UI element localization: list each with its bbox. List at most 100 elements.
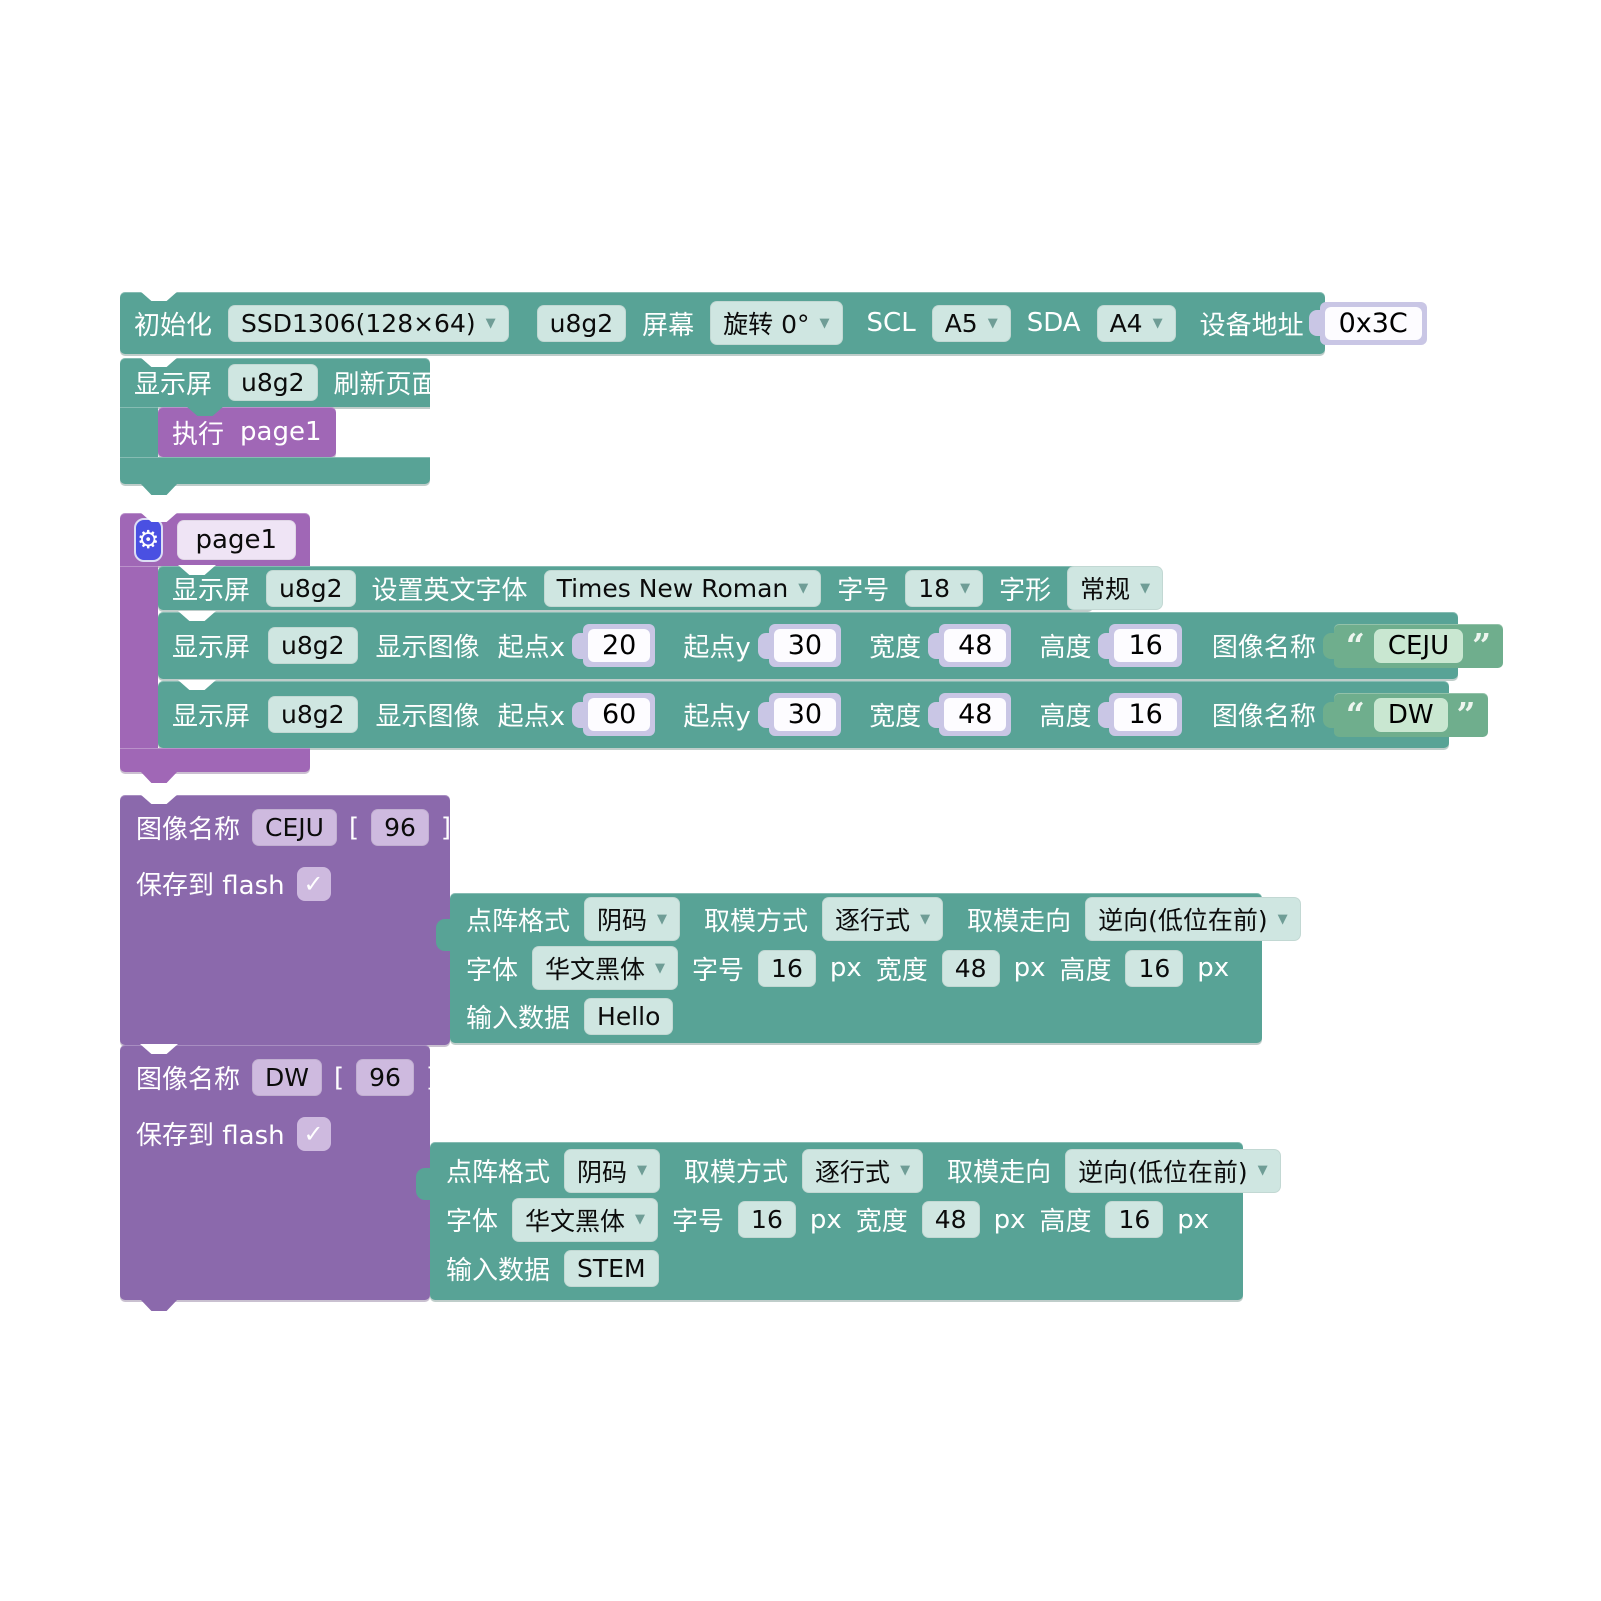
- width-field[interactable]: 48: [941, 949, 1000, 987]
- refresh-page-block-header[interactable]: 显示屏 u8g2 刷新页面: [120, 357, 438, 407]
- bracket-close: ]: [440, 812, 452, 843]
- height-value-block[interactable]: 16: [1109, 693, 1182, 736]
- image-name-field[interactable]: DW: [252, 1059, 322, 1096]
- width-label: 宽度: [869, 702, 922, 732]
- mod-settings-block-ceju[interactable]: 点阵格式 阴码 ▼ 取模方式 逐行式 ▼ 取模走向 逆向(低位在前) ▼ 字体 华文黑…: [436, 893, 1301, 1043]
- device-address-value-block[interactable]: 0x3C: [1319, 301, 1427, 345]
- rotate-dropdown[interactable]: 旋转 0° ▼: [710, 301, 843, 345]
- start-y-value-block[interactable]: 30: [768, 624, 842, 667]
- bracket-open: [: [348, 812, 360, 843]
- chevron-down-icon: ▼: [1277, 911, 1288, 927]
- display-label: 显示屏: [172, 633, 251, 663]
- sda-dropdown[interactable]: A4 ▼: [1096, 304, 1176, 342]
- height-label: 高度: [1039, 633, 1092, 663]
- top-notch: [178, 611, 216, 621]
- image-def-block-ceju[interactable]: 图像名称 CEJU [ 96 ] 保存到 flash ✓: [120, 794, 452, 1045]
- font-size-dropdown[interactable]: 18 ▼: [905, 569, 984, 607]
- init-display-block[interactable]: 初始化 SSD1306(128×64) ▼ u8g2 屏幕 旋转 0° ▼ SCL …: [120, 291, 1427, 354]
- device-address-field[interactable]: 0x3C: [1324, 306, 1422, 340]
- page1-function-left-spine: [120, 566, 158, 748]
- screen-label: 屏幕: [642, 310, 695, 341]
- page1-function-footer[interactable]: [120, 748, 310, 783]
- width-value-block[interactable]: 48: [939, 624, 1012, 667]
- image-name-label: 图像名称: [136, 1065, 241, 1095]
- refresh-page-block-foot[interactable]: [120, 457, 430, 495]
- width-value-block[interactable]: 48: [939, 693, 1012, 736]
- font-style-dropdown[interactable]: 常规 ▼: [1067, 566, 1164, 610]
- image-size-field[interactable]: 96: [356, 1059, 414, 1096]
- scan-direction-dropdown[interactable]: 逆向(低位在前) ▼: [1065, 1148, 1281, 1193]
- image-def-block-dw[interactable]: 图像名称 DW [ 96 ] 保存到 flash ✓: [120, 1044, 436, 1311]
- next-connector-tail: [140, 1299, 178, 1311]
- mod-format-row: 点阵格式 阴码 ▼ 取模方式 逐行式 ▼ 取模走向 逆向(低位在前) ▼: [450, 895, 1301, 944]
- font-size-field[interactable]: 16: [758, 949, 816, 987]
- u8g2-variable-field[interactable]: u8g2: [266, 569, 356, 607]
- image-name-string-block[interactable]: “ CEJU ”: [1333, 623, 1504, 668]
- image-size-field[interactable]: 96: [371, 809, 429, 846]
- draw-image-block-dw[interactable]: 显示屏 u8g2 显示图像 起点x 60 起点y 30 宽度 48 高度 16 …: [158, 680, 1488, 748]
- input-data-field[interactable]: Hello: [584, 998, 674, 1036]
- top-notch: [140, 357, 178, 367]
- scan-mode-dropdown[interactable]: 逐行式 ▼: [822, 897, 944, 942]
- input-data-field[interactable]: STEM: [564, 1250, 659, 1287]
- top-notch: [140, 1044, 178, 1054]
- display-label: 显示屏: [172, 702, 251, 732]
- dot-format-label: 点阵格式: [446, 1158, 551, 1188]
- function-name-field[interactable]: page1: [176, 519, 296, 560]
- page1-function-header[interactable]: ⚙ page1: [120, 512, 310, 566]
- start-x-value-block[interactable]: 60: [582, 693, 656, 736]
- font-label: 字体: [466, 955, 519, 986]
- px-unit: px: [993, 1204, 1026, 1235]
- u8g2-variable-field[interactable]: u8g2: [268, 696, 358, 733]
- display-label: 显示屏: [172, 575, 251, 606]
- u8g2-variable-field[interactable]: u8g2: [228, 364, 318, 401]
- font-dropdown[interactable]: 华文黑体 ▼: [532, 946, 679, 990]
- dot-format-dropdown[interactable]: 阴码 ▼: [584, 897, 681, 942]
- height-label: 高度: [1039, 702, 1092, 732]
- image-name-field[interactable]: DW: [1373, 697, 1448, 732]
- input-data-label: 输入数据: [466, 1004, 571, 1035]
- scan-direction-dropdown[interactable]: 逆向(低位在前) ▼: [1085, 897, 1301, 942]
- chevron-down-icon: ▼: [1257, 1163, 1268, 1178]
- save-flash-label: 保存到 flash: [136, 871, 285, 901]
- scan-mode-dropdown[interactable]: 逐行式 ▼: [802, 1148, 924, 1193]
- u8g2-variable-field[interactable]: u8g2: [268, 627, 358, 664]
- font-dropdown[interactable]: Times New Roman ▼: [543, 569, 822, 607]
- start-x-value-block[interactable]: 20: [582, 624, 656, 667]
- image-name-field[interactable]: CEJU: [252, 809, 337, 846]
- save-flash-checkbox[interactable]: ✓: [296, 1116, 331, 1151]
- u8g2-variable-field[interactable]: u8g2: [536, 304, 627, 342]
- set-english-font-block[interactable]: 显示屏 u8g2 设置英文字体 Times New Roman ▼ 字号 18 ▼ …: [158, 565, 1164, 610]
- device-dropdown[interactable]: SSD1306(128×64) ▼: [228, 304, 509, 342]
- image-name-string-block[interactable]: “ DW ”: [1333, 692, 1488, 737]
- height-field[interactable]: 16: [1105, 1201, 1164, 1238]
- font-dropdown[interactable]: 华文黑体 ▼: [512, 1197, 659, 1242]
- chevron-down-icon: ▼: [819, 315, 830, 331]
- width-field[interactable]: 48: [921, 1201, 980, 1238]
- scl-label: SCL: [866, 308, 916, 338]
- draw-image-block-ceju[interactable]: 显示屏 u8g2 显示图像 起点x 20 起点y 30 宽度 48 高度 16 …: [158, 611, 1504, 679]
- height-field[interactable]: 16: [1125, 949, 1184, 987]
- chevron-down-icon: ▼: [655, 960, 666, 976]
- scl-dropdown[interactable]: A5 ▼: [931, 304, 1011, 342]
- gear-icon[interactable]: ⚙: [134, 517, 163, 562]
- top-notch: [178, 565, 216, 575]
- image-name-label: 图像名称: [1211, 633, 1316, 663]
- top-notch: [140, 794, 178, 804]
- refresh-label: 刷新页面: [333, 370, 438, 400]
- exec-page1-block[interactable]: 执行 page1: [158, 406, 336, 468]
- top-notch: [186, 406, 224, 416]
- refresh-block-left-spine: [120, 407, 158, 457]
- save-flash-checkbox[interactable]: ✓: [296, 866, 331, 901]
- font-size-field[interactable]: 16: [738, 1201, 796, 1238]
- height-value-block[interactable]: 16: [1109, 624, 1182, 667]
- start-y-value-block[interactable]: 30: [768, 693, 842, 736]
- next-connector-tail: [140, 483, 178, 495]
- dot-format-dropdown[interactable]: 阴码 ▼: [564, 1148, 661, 1193]
- image-name-field[interactable]: CEJU: [1373, 628, 1464, 663]
- mod-settings-block-dw[interactable]: 点阵格式 阴码 ▼ 取模方式 逐行式 ▼ 取模走向 逆向(低位在前) ▼ 字体 华文黑…: [416, 1142, 1281, 1300]
- init-label: 初始化: [134, 310, 213, 341]
- width-label: 宽度: [855, 1207, 908, 1237]
- height-label: 高度: [1039, 1207, 1092, 1237]
